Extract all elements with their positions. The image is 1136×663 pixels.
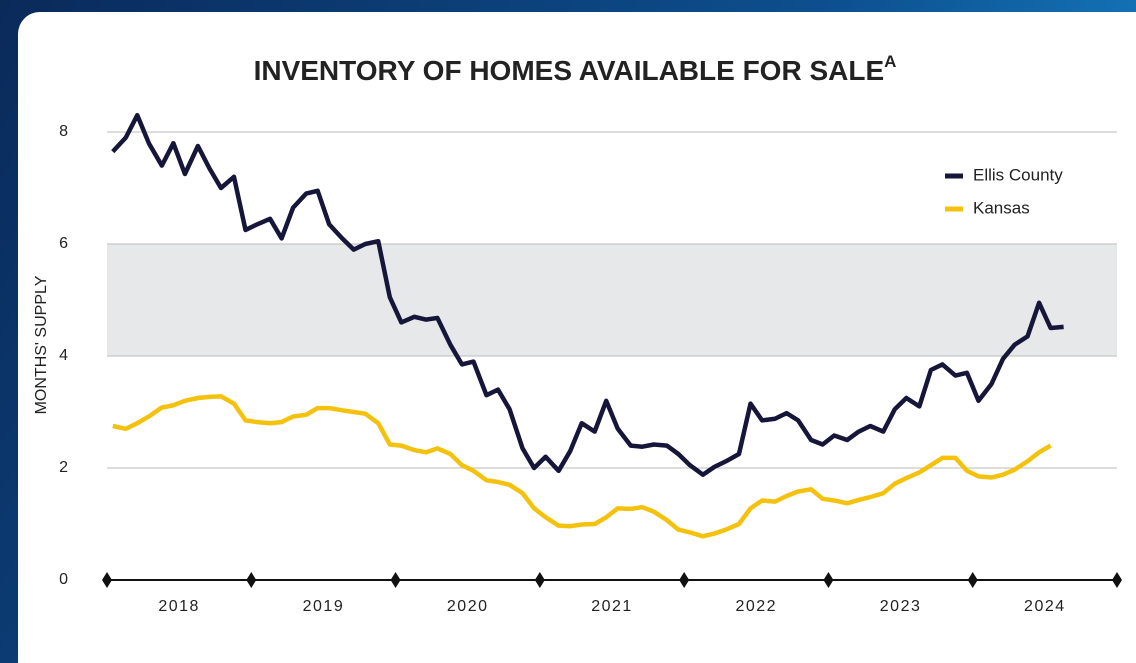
y-tick-label: 8	[59, 123, 68, 140]
x-tick-label: 2019	[303, 598, 345, 615]
x-boundary-diamond	[534, 572, 545, 588]
series-line	[111, 112, 1064, 477]
x-boundary-diamond	[967, 572, 978, 588]
x-boundary-diamond	[679, 572, 690, 588]
title-text: INVENTORY OF HOMES AVAILABLE FOR SALE	[254, 55, 885, 86]
chart-title: INVENTORY OF HOMES AVAILABLE FOR SALEA	[254, 52, 897, 86]
y-tick-label: 2	[59, 459, 68, 476]
legend-label: Ellis County	[973, 165, 1063, 184]
x-tick-label: 2022	[735, 598, 777, 615]
x-tick-label: 2018	[158, 598, 200, 615]
x-tick-label: 2021	[591, 598, 633, 615]
y-tick-label: 6	[59, 235, 68, 252]
x-boundary-diamond	[246, 572, 257, 588]
x-tick-label: 2024	[1024, 598, 1066, 615]
x-tick-label: 2020	[447, 598, 489, 615]
series-line	[112, 394, 1052, 539]
y-tick-label: 4	[59, 347, 68, 364]
x-boundary-diamond	[1112, 572, 1122, 588]
shaded-band	[107, 244, 1117, 356]
y-tick-label: 0	[59, 571, 68, 588]
y-axis-label: MONTHS' SUPPLY	[33, 275, 50, 414]
title-superscript: A	[884, 52, 896, 71]
x-boundary-diamond	[390, 572, 401, 588]
x-boundary-diamond	[102, 572, 112, 588]
x-boundary-diamond	[823, 572, 834, 588]
x-tick-label: 2023	[880, 598, 922, 615]
legend-label: Kansas	[973, 198, 1030, 217]
